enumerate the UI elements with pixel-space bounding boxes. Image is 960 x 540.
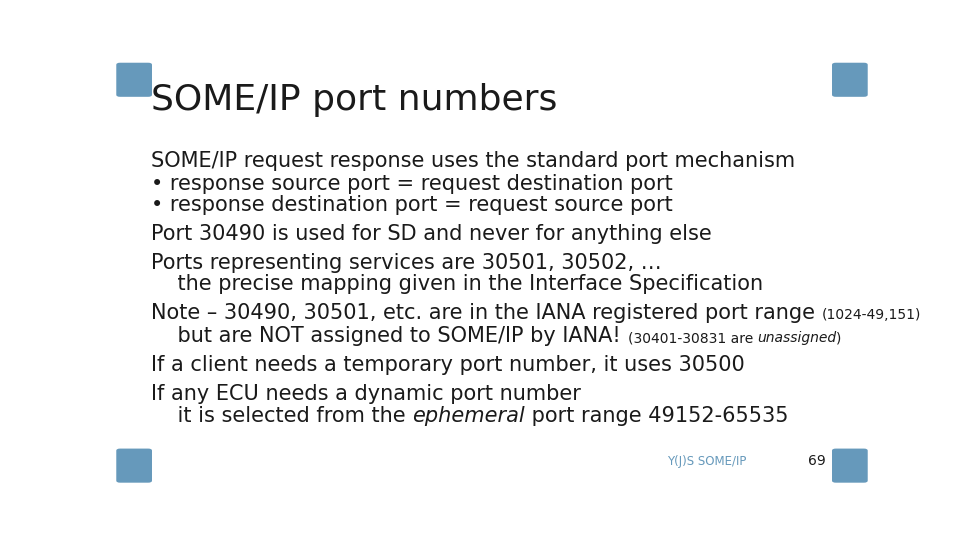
FancyBboxPatch shape xyxy=(832,449,868,483)
Text: Ports representing services are 30501, 30502, …: Ports representing services are 30501, 3… xyxy=(152,253,661,273)
Text: unassigned: unassigned xyxy=(757,331,836,345)
Text: (1024-49,151): (1024-49,151) xyxy=(822,308,922,322)
Text: (30401-30831 are: (30401-30831 are xyxy=(628,331,757,345)
Text: it is selected from the: it is selected from the xyxy=(152,407,413,427)
Text: • response source port = request destination port: • response source port = request destina… xyxy=(152,173,673,193)
Text: If a client needs a temporary port number, it uses 30500: If a client needs a temporary port numbe… xyxy=(152,355,745,375)
FancyBboxPatch shape xyxy=(116,449,152,483)
Text: but are NOT assigned to SOME/IP by IANA!: but are NOT assigned to SOME/IP by IANA! xyxy=(152,326,628,346)
Text: ): ) xyxy=(836,331,842,345)
Text: 69: 69 xyxy=(808,454,826,468)
Text: Port 30490 is used for SD and never for anything else: Port 30490 is used for SD and never for … xyxy=(152,224,712,244)
FancyBboxPatch shape xyxy=(832,63,868,97)
Text: SOME/IP port numbers: SOME/IP port numbers xyxy=(152,83,558,117)
Text: If any ECU needs a dynamic port number: If any ECU needs a dynamic port number xyxy=(152,383,581,403)
Text: • response destination port = request source port: • response destination port = request so… xyxy=(152,195,673,215)
Text: SOME/IP request response uses the standard port mechanism: SOME/IP request response uses the standa… xyxy=(152,151,796,171)
Text: Y(J)S SOME/IP: Y(J)S SOME/IP xyxy=(667,455,746,468)
Text: Note – 30490, 30501, etc. are in the IANA registered port range: Note – 30490, 30501, etc. are in the IAN… xyxy=(152,303,822,323)
FancyBboxPatch shape xyxy=(116,63,152,97)
Text: port range 49152-65535: port range 49152-65535 xyxy=(525,407,788,427)
Text: the precise mapping given in the Interface Specification: the precise mapping given in the Interfa… xyxy=(152,274,763,294)
Text: ephemeral: ephemeral xyxy=(413,407,525,427)
